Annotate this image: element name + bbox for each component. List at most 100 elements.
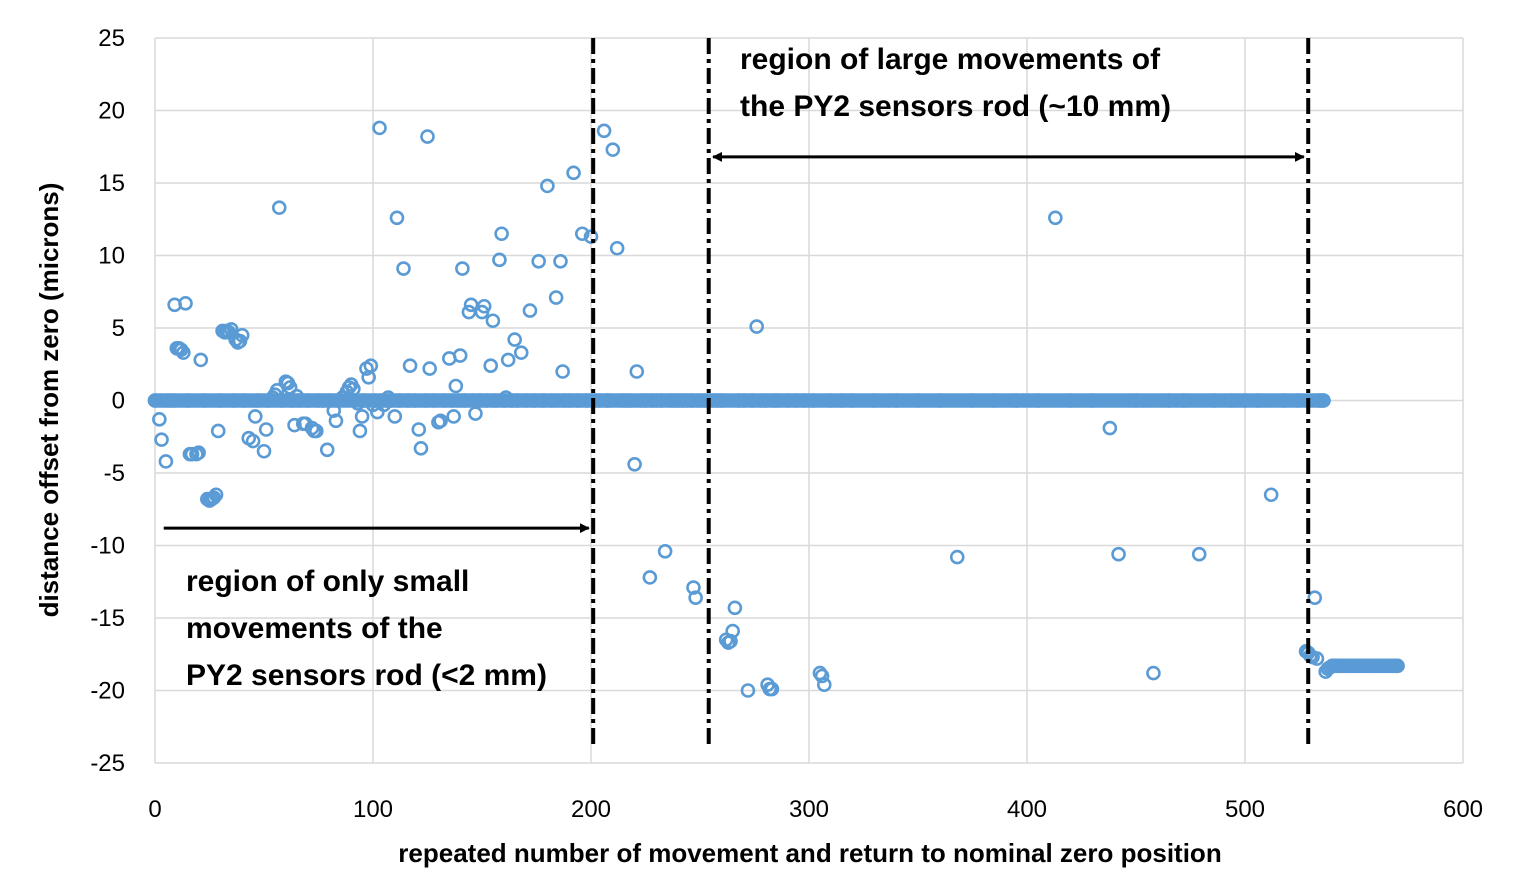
data-point bbox=[657, 543, 673, 559]
data-point bbox=[710, 393, 725, 408]
data-point bbox=[1146, 665, 1161, 681]
data-point bbox=[986, 393, 1002, 408]
data-point bbox=[1390, 658, 1405, 674]
data-point bbox=[352, 423, 368, 439]
data-point bbox=[749, 319, 764, 334]
data-point bbox=[422, 361, 437, 376]
data-point bbox=[723, 633, 738, 649]
data-point bbox=[494, 226, 509, 242]
data-point bbox=[932, 393, 948, 408]
y-tick-label: 5 bbox=[112, 315, 125, 342]
data-point bbox=[644, 393, 660, 408]
data-point bbox=[247, 409, 263, 424]
annotation-large-region-line2: the PY2 sensors rod (~10 mm) bbox=[740, 90, 1171, 123]
data-point bbox=[363, 358, 379, 374]
y-tick-label: -15 bbox=[90, 605, 125, 632]
data-point bbox=[383, 393, 398, 408]
data-point bbox=[688, 590, 703, 606]
data-point bbox=[197, 393, 213, 408]
data-point bbox=[479, 393, 494, 408]
data-point bbox=[627, 456, 642, 472]
data-point bbox=[1085, 393, 1100, 408]
data-point bbox=[396, 261, 411, 276]
data-point bbox=[485, 313, 501, 329]
data-point bbox=[1309, 651, 1325, 666]
data-point bbox=[309, 423, 324, 439]
data-point bbox=[675, 393, 690, 408]
y-tick-label: 0 bbox=[112, 388, 125, 415]
data-points bbox=[147, 120, 1405, 698]
data-point bbox=[1102, 420, 1118, 436]
data-point bbox=[1207, 393, 1222, 408]
data-point bbox=[583, 229, 599, 244]
data-point bbox=[806, 393, 821, 408]
y-tick-label: -25 bbox=[90, 750, 125, 777]
data-point bbox=[234, 327, 250, 343]
data-point bbox=[553, 253, 568, 269]
data-point bbox=[500, 352, 516, 368]
data-point bbox=[740, 683, 756, 698]
data-point bbox=[391, 393, 407, 408]
data-point bbox=[165, 393, 180, 408]
data-point bbox=[629, 364, 645, 379]
data-point bbox=[152, 412, 167, 427]
data-point bbox=[1191, 546, 1207, 562]
data-point bbox=[452, 348, 468, 363]
data-point bbox=[642, 570, 658, 585]
data-point bbox=[178, 296, 193, 311]
data-point bbox=[1030, 393, 1046, 408]
y-tick-label: 20 bbox=[98, 98, 125, 125]
data-point bbox=[285, 393, 300, 408]
data-point bbox=[725, 623, 741, 639]
data-point bbox=[158, 454, 174, 469]
data-point bbox=[154, 432, 169, 447]
region-arrows bbox=[163, 151, 1305, 534]
data-point bbox=[618, 393, 634, 408]
x-tick-label: 400 bbox=[1007, 796, 1047, 823]
data-point bbox=[483, 358, 499, 374]
data-point bbox=[389, 210, 405, 226]
y-tick-label: 25 bbox=[98, 25, 125, 52]
data-point bbox=[160, 393, 176, 408]
data-point bbox=[507, 332, 523, 347]
data-point bbox=[319, 442, 335, 458]
data-point bbox=[328, 413, 344, 429]
data-point bbox=[291, 393, 307, 408]
data-point bbox=[1176, 393, 1192, 408]
data-point bbox=[1250, 393, 1266, 408]
data-point bbox=[446, 409, 461, 424]
data-point bbox=[816, 677, 832, 693]
data-point bbox=[814, 668, 830, 684]
data-point bbox=[736, 393, 751, 408]
data-point bbox=[193, 352, 209, 368]
x-tick-label: 0 bbox=[148, 796, 161, 823]
y-tick-label: 15 bbox=[98, 170, 125, 197]
data-point bbox=[1161, 393, 1176, 408]
data-point bbox=[527, 393, 542, 408]
data-point bbox=[372, 120, 387, 136]
data-point bbox=[845, 393, 860, 408]
x-tick-label: 200 bbox=[571, 796, 611, 823]
data-point bbox=[271, 200, 287, 215]
x-tick-label: 300 bbox=[789, 796, 829, 823]
data-point bbox=[492, 252, 507, 268]
data-point bbox=[208, 487, 224, 503]
data-point bbox=[540, 178, 555, 194]
data-point bbox=[402, 358, 418, 374]
y-tick-label: -20 bbox=[90, 678, 125, 705]
data-point bbox=[413, 441, 429, 456]
data-point bbox=[965, 393, 980, 408]
data-point bbox=[535, 393, 551, 408]
data-point bbox=[315, 393, 331, 408]
data-point bbox=[1063, 393, 1078, 408]
y-tick-label: 10 bbox=[98, 243, 125, 270]
data-point bbox=[476, 298, 492, 314]
data-point bbox=[910, 393, 926, 408]
data-point bbox=[400, 393, 416, 408]
data-point bbox=[570, 393, 586, 408]
data-point bbox=[888, 393, 904, 408]
data-point bbox=[1111, 546, 1126, 562]
data-point bbox=[1263, 487, 1279, 503]
data-point bbox=[245, 433, 261, 449]
